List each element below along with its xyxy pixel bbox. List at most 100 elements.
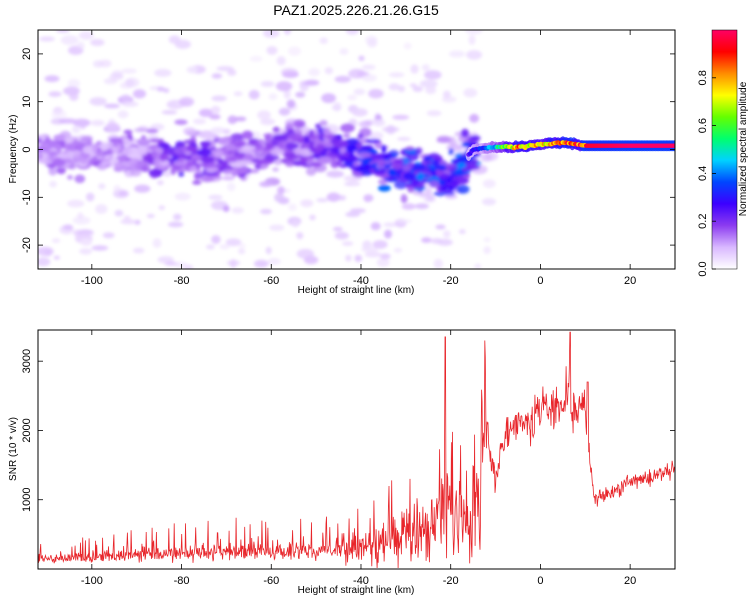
spectrogram-cell [198,108,213,118]
spectrogram-cell [210,105,221,115]
spectrogram-cell [67,78,81,88]
spectrogram-cell [241,130,254,140]
spectrogram-cell [260,118,276,126]
spectrogram-cell [360,145,373,151]
spectrogram-cell [424,70,442,80]
spectrogram-cell [236,154,244,160]
spectrogram-cell [448,136,457,147]
spectrogram-cell [198,130,216,140]
spectrogram-cell [155,147,163,153]
spectrogram-cell [192,180,202,185]
spectrogram-cell [463,88,478,98]
spectrogram-cell [121,101,139,107]
spectrogram-cell [75,154,85,162]
spectrogram-cell [449,180,459,189]
spectrogram-cell [38,246,54,256]
spectrogram-cell [437,164,447,171]
spectrogram-cell [458,155,464,161]
spectrogram-cell [259,181,273,188]
spectrogram-cell [244,153,254,162]
x-tick-label: -40 [353,575,369,587]
spectrogram-cell [336,134,343,141]
spectrogram-cell [161,110,178,115]
spectrogram-cell [158,205,165,210]
spectrogram-cell [448,50,465,58]
spectrogram-cell [167,221,184,228]
spectrogram-cell [331,105,342,111]
spectrogram-cell [285,142,297,151]
spectrogram-cell [345,144,357,152]
spectrogram-cell [183,139,197,145]
spectrogram-cell [378,184,391,192]
spectrogram-cell [156,86,165,92]
spectrogram-x-axis-label: Height of straight line (km) [298,285,415,296]
spectrogram-cell [114,209,124,217]
spectrogram-cell [370,222,381,231]
spectrogram-cell [411,163,426,171]
spectrogram-cell [53,134,67,141]
spectrogram-cell [116,144,123,151]
spectrogram-cell [277,186,285,195]
spectrogram-cell [178,171,185,177]
spectrogram-cell [130,168,142,177]
spectrogram-cell [345,30,360,35]
spectrogram-cell [419,79,438,88]
spectrogram-cell [386,125,396,135]
spectrogram-cell [53,255,60,260]
colorbar: 0.0 0.2 0.4 0.6 0.8 Normalized spectral ampl… [697,29,749,277]
spectrogram-cell [372,240,388,249]
spectrogram-cell [222,169,237,174]
spectrogram-cell [425,85,437,95]
spectrogram-cell [278,107,291,116]
spectrogram-cell [353,88,366,96]
spectrogram-cell [299,81,309,92]
spectrogram-cell [79,121,86,130]
spectrogram-cell [183,264,194,269]
spectrogram-cell [211,73,223,79]
spectrogram-cell [369,131,384,140]
spectrogram-cell [162,171,172,177]
spectrogram-cell [451,176,465,181]
spectrogram-cell [444,191,456,196]
spectrogram-cell [138,146,146,154]
spectrogram-cell [184,151,192,156]
spectrogram-cell [254,142,264,152]
spectrogram-cell [288,203,297,211]
snr-y-axis-label: SNR (10 * v/v) [8,417,19,481]
spectrogram-cell [79,248,93,255]
spectrogram-cell [397,137,411,141]
spectrogram-cell [352,108,368,117]
spectrogram-cell [420,159,434,166]
spectrogram-cell [326,170,344,178]
spectrogram-cells [38,30,499,269]
spectrogram-cell [342,132,351,139]
spectrogram-cell [175,142,186,149]
spectrogram-cell [134,184,151,193]
spectrogram-cell [60,35,79,45]
spectrogram-cell [199,174,215,183]
spectrogram-cell [401,203,416,210]
spectrogram-y-ticks: -20 -10 0 10 20 [21,48,675,253]
spectrogram-cell [361,171,372,177]
spectrogram-cell [154,68,172,77]
spectrogram-cell [356,142,363,151]
spectrogram-cell [174,119,188,125]
spectrogram-cell [185,160,194,168]
spectrogram-cell [48,167,58,176]
spectrogram-cell [255,163,261,170]
spectrogram-cell [345,211,361,217]
spectrogram-cell [109,73,124,81]
spectrogram-cell [39,36,55,42]
snr-plot-area [38,330,675,569]
spectrogram-cell [465,160,477,167]
spectrogram-cell [208,194,223,200]
spectrogram-cell [173,213,182,221]
snr-y-ticks: 1000 2000 3000 [21,349,675,512]
spectrogram-cell [309,214,316,221]
snr-frame [37,329,676,570]
spectrogram-cell [388,72,405,78]
spectrogram-cell [334,75,351,83]
spectrogram-cell [67,175,73,180]
spectrogram-cell [186,66,198,74]
